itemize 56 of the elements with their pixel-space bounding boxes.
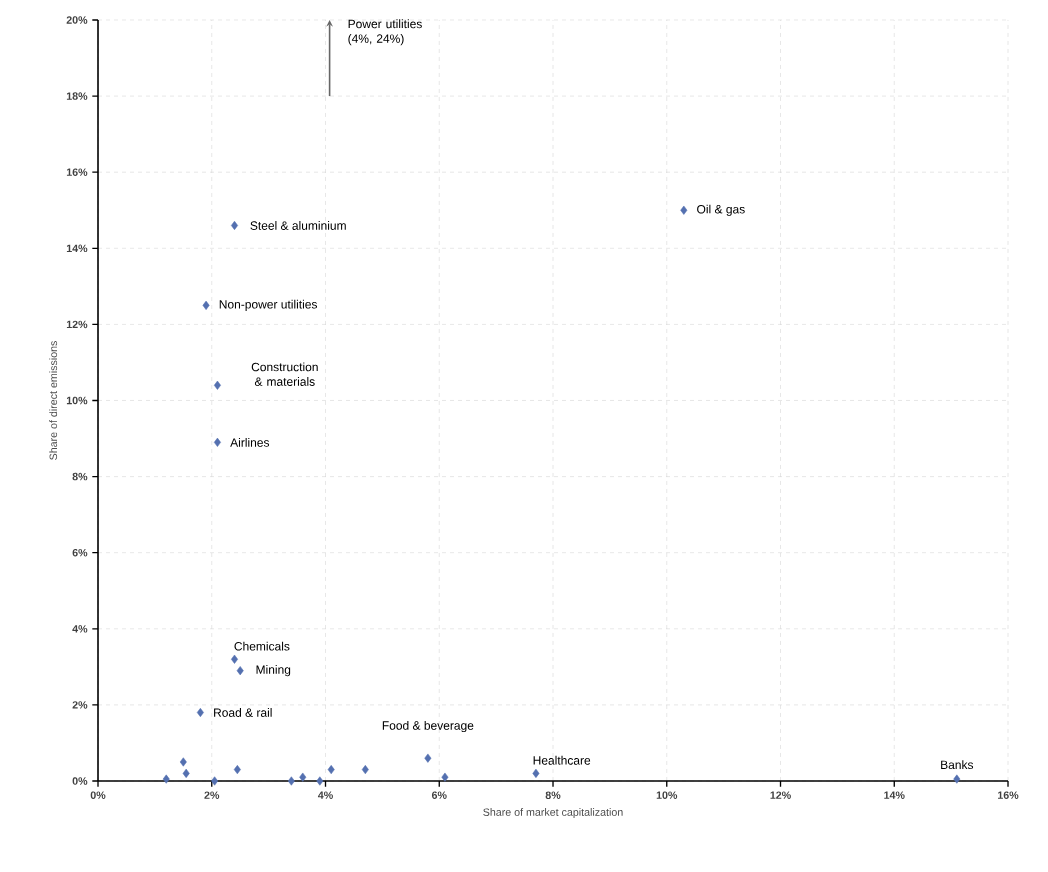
series-label: Non-power utilities: [219, 299, 318, 311]
point: [213, 380, 221, 390]
y-tick-label: 20%: [66, 16, 88, 24]
x-tick-label: 12%: [770, 791, 791, 799]
series-label: Banks: [941, 760, 974, 770]
y-tick-label: 10%: [66, 396, 88, 405]
point: [441, 772, 449, 782]
x-tick-label: 4%: [317, 791, 333, 799]
point: [236, 666, 244, 676]
text: Food & beverage: [382, 720, 474, 733]
point: [231, 654, 238, 664]
x-tick-label: 2%: [204, 791, 220, 799]
point: [287, 776, 295, 786]
y-tick-label: 16%: [66, 168, 88, 176]
y-tick-label: 0%: [72, 777, 88, 785]
y-tick-label: 18%: [66, 92, 88, 100]
y-tick-label: 12%: [66, 320, 88, 329]
point: [182, 768, 190, 778]
point: [233, 765, 241, 775]
point: [231, 220, 238, 230]
series-label: Airlines: [230, 437, 270, 447]
y-tick-label: 6%: [72, 548, 88, 557]
series-label: Road & rail: [214, 708, 272, 717]
x-axis-title: Share of market capitalization: [483, 808, 623, 819]
y-tick-label: 4%: [72, 625, 88, 633]
x-tick-label: 14%: [884, 791, 905, 799]
series-label: Chemicals: [234, 641, 290, 651]
y-axis-title: Share of direct emissions: [49, 341, 58, 460]
series-label: Oil & gas: [697, 204, 745, 216]
x-tick-label: 6%: [431, 791, 447, 799]
x-tick-label: 10%: [656, 791, 678, 799]
text: Construction & materials: [251, 362, 318, 386]
point: [424, 753, 432, 763]
point: [361, 765, 369, 775]
point: [680, 205, 688, 215]
x-tick-label: 0%: [90, 791, 106, 799]
point: [316, 776, 324, 786]
series-label: Mining: [256, 665, 291, 677]
point: [532, 768, 540, 778]
point: [179, 757, 187, 767]
point: [299, 772, 307, 782]
point: [213, 437, 221, 447]
y-tick-label: 8%: [72, 472, 88, 481]
point: [211, 776, 219, 786]
point: [327, 765, 335, 775]
x-tick-label: 16%: [998, 791, 1019, 799]
point: [202, 300, 210, 310]
y-tick-label: 2%: [72, 701, 88, 709]
annotation: Power utilities (4%, 24%): [348, 19, 422, 46]
point: [196, 707, 204, 718]
series-label: Healthcare: [533, 755, 591, 765]
x-tick-label: 8%: [545, 791, 561, 799]
series-label: Steel & aluminium: [250, 221, 346, 230]
point: [162, 774, 170, 784]
point: [953, 774, 961, 784]
y-tick-label: 14%: [66, 244, 88, 253]
